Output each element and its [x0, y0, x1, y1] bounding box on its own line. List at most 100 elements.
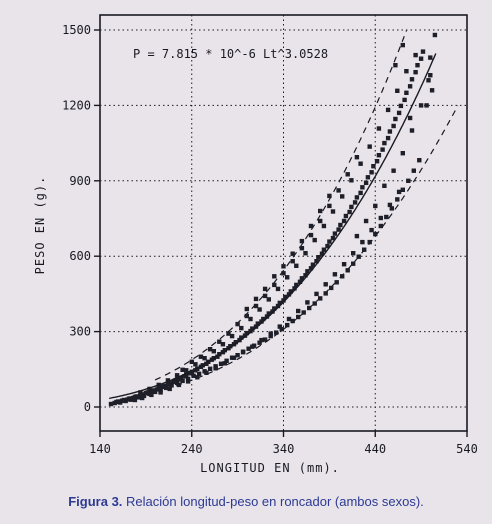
data-point	[158, 390, 163, 395]
data-point	[213, 366, 218, 371]
data-point	[345, 268, 350, 273]
data-point	[312, 301, 317, 306]
data-point	[400, 187, 405, 192]
data-point	[285, 275, 290, 280]
fit-curve	[109, 53, 437, 400]
data-point	[196, 371, 202, 376]
data-point	[321, 223, 327, 229]
data-point	[253, 296, 259, 302]
data-point	[429, 88, 435, 93]
confidence-bands	[154, 30, 459, 393]
data-point	[376, 126, 382, 131]
data-point	[343, 213, 349, 219]
data-point	[224, 358, 229, 363]
data-point	[244, 306, 249, 312]
data-point	[413, 70, 418, 75]
data-point	[428, 55, 433, 60]
data-point	[272, 282, 277, 288]
data-point	[297, 279, 303, 284]
data-point	[385, 107, 391, 113]
data-point	[321, 247, 327, 252]
data-point	[358, 190, 363, 196]
data-point	[239, 335, 244, 340]
data-point	[204, 370, 209, 375]
data-point	[235, 353, 240, 358]
data-point	[365, 175, 371, 180]
data-point	[184, 368, 189, 373]
data-point	[330, 209, 336, 214]
data-point	[248, 316, 253, 322]
data-point	[140, 395, 145, 401]
data-point	[367, 239, 372, 245]
x-tick-label: 140	[89, 442, 111, 456]
data-point	[147, 386, 152, 392]
data-point	[283, 294, 288, 300]
figure-caption: Figura 3. Relación longitud-peso en ronc…	[0, 494, 492, 509]
data-point	[285, 322, 290, 328]
data-point	[294, 263, 299, 268]
data-point	[373, 231, 378, 237]
data-point	[253, 303, 259, 309]
data-point	[262, 286, 268, 292]
data-point	[420, 49, 426, 54]
data-point	[231, 355, 237, 360]
data-point	[318, 208, 323, 214]
data-point	[274, 330, 279, 335]
data-point	[393, 63, 398, 68]
data-point	[288, 289, 293, 294]
data-point	[417, 158, 422, 163]
data-point	[207, 347, 213, 352]
data-point	[418, 56, 424, 61]
y-axis-title: PESO EN (g).	[33, 176, 47, 275]
data-point	[432, 32, 438, 38]
data-point	[138, 390, 143, 395]
data-point	[312, 237, 317, 243]
data-point	[352, 200, 358, 205]
data-point	[371, 164, 376, 169]
data-point	[275, 286, 281, 292]
data-point	[347, 209, 352, 215]
data-point	[387, 202, 393, 208]
data-point	[378, 215, 383, 221]
data-point	[395, 197, 400, 202]
data-point	[233, 340, 238, 345]
data-point	[296, 308, 301, 314]
y-tick-label: 0	[84, 400, 91, 414]
data-point	[382, 183, 387, 188]
data-point	[323, 282, 328, 287]
data-point	[189, 369, 194, 374]
data-point	[237, 337, 242, 343]
data-point	[268, 331, 273, 336]
data-point	[360, 239, 365, 245]
data-point	[413, 52, 418, 58]
data-point	[354, 233, 360, 239]
data-point	[336, 188, 341, 193]
data-point	[180, 367, 185, 372]
data-point	[360, 185, 365, 190]
data-point	[378, 223, 383, 229]
x-tick-label: 440	[364, 442, 386, 456]
data-point	[262, 293, 268, 299]
data-point	[305, 269, 310, 274]
data-point	[303, 273, 308, 278]
data-point	[385, 135, 391, 141]
data-point	[299, 276, 305, 281]
data-point	[281, 271, 286, 276]
x-tick-label: 240	[181, 442, 203, 456]
caption-label: Figura 3.	[68, 494, 123, 509]
data-point	[349, 178, 354, 183]
data-point	[149, 392, 154, 398]
data-point	[244, 313, 249, 319]
data-point	[292, 286, 297, 291]
data-point	[257, 307, 262, 312]
data-point	[340, 194, 345, 199]
data-point	[185, 379, 191, 384]
data-point	[250, 326, 255, 331]
data-point	[296, 314, 301, 320]
data-point	[281, 264, 286, 269]
data-point	[395, 88, 400, 93]
y-tick-label: 1200	[62, 98, 91, 112]
data-point	[330, 235, 336, 241]
data-point	[310, 262, 316, 267]
